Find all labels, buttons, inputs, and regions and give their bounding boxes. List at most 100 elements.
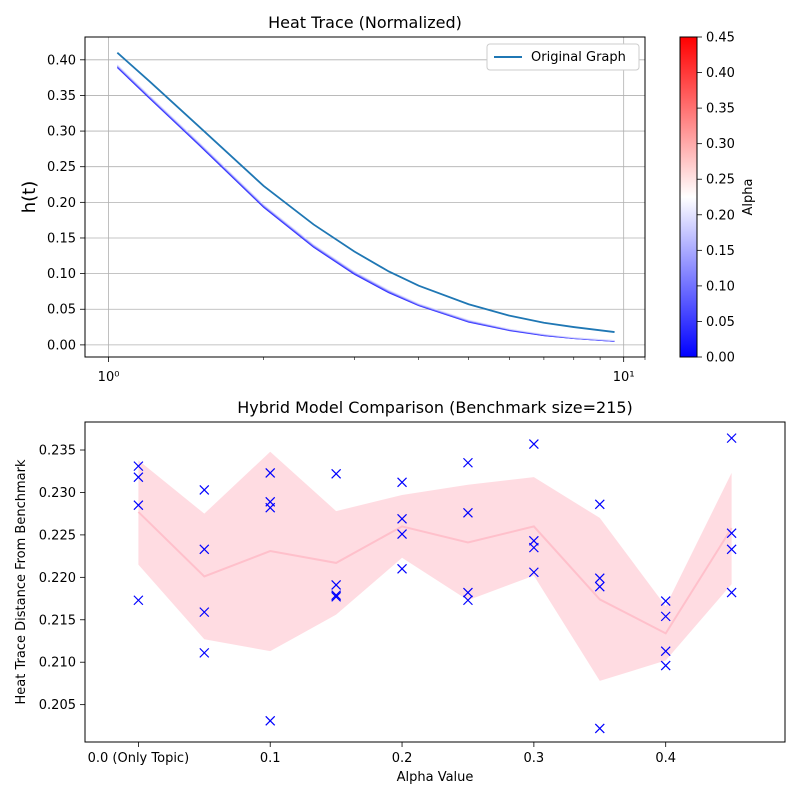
scatter-marker-stroke (726, 433, 737, 444)
y-tick-label: 0.15 (47, 231, 76, 246)
scatter-point (265, 502, 276, 513)
scatter-marker-stroke (397, 563, 407, 574)
scatter-marker-stroke (726, 528, 737, 539)
scatter-marker-stroke (660, 611, 671, 622)
colorbar-label: Alpha (741, 179, 756, 216)
scatter-marker-stroke (199, 544, 210, 555)
hybrid-model-plot-frame (84, 421, 786, 743)
heat-trace-x-ticks: 10⁰ 10¹ (98, 357, 646, 385)
scatter-point (660, 611, 671, 622)
scatter-marker-stroke (331, 468, 342, 479)
scatter-point (594, 499, 605, 510)
hybrid-model-y-ticks: 0.205 0.210 0.215 0.220 0.225 0.230 0.235 (39, 444, 85, 713)
y-tick-label: 0.20 (47, 196, 76, 211)
x-tick-label: 0.4 (655, 751, 676, 766)
y-tick-label: 0.05 (47, 303, 76, 318)
hybrid-model-chart: 0.0 (Only Topic) 0.1 0.2 0.3 0.4 0.2050.2100… (14, 398, 786, 785)
scatter-point (331, 590, 342, 601)
scatter-point (528, 567, 539, 578)
original-graph-line (116, 52, 615, 333)
scatter-marker-stroke (594, 581, 605, 592)
scatter-point (528, 439, 539, 449)
hybrid-model-scatter-points (133, 433, 737, 734)
scatter-point (331, 591, 342, 602)
scatter-point (463, 507, 473, 518)
y-tick-label: 0.205 (39, 698, 76, 713)
scatter-marker-stroke (199, 484, 210, 495)
scatter-point (397, 513, 407, 524)
scatter-marker-stroke (528, 542, 539, 553)
scatter-marker-stroke (463, 595, 473, 606)
scatter-marker-stroke (331, 591, 342, 602)
scatter-marker-stroke (265, 715, 276, 726)
scatter-point (133, 461, 144, 472)
colorbar-tick-label: 0.00 (706, 351, 735, 366)
scatter-point (331, 580, 342, 590)
scatter-marker-stroke (397, 513, 407, 524)
alpha-series-line (116, 66, 615, 342)
scatter-point (199, 484, 210, 495)
scatter-marker-stroke (265, 468, 276, 478)
x-tick-label: 10¹ (613, 370, 635, 385)
scatter-point (397, 477, 407, 488)
heat-trace-grid (85, 37, 645, 357)
scatter-marker-stroke (594, 573, 605, 584)
scatter-point (199, 607, 210, 618)
scatter-marker-stroke (133, 472, 144, 483)
scatter-marker-stroke (726, 587, 737, 598)
scatter-marker-stroke (331, 580, 342, 590)
y-tick-label: 0.235 (39, 444, 76, 459)
scatter-marker-stroke (594, 499, 605, 510)
y-tick-label: 0.30 (47, 125, 76, 140)
alpha-series-line (116, 65, 615, 342)
scatter-marker-stroke (463, 507, 473, 518)
scatter-marker-stroke (463, 457, 473, 468)
scatter-point (594, 581, 605, 592)
heat-trace-legend: Original Graph (486, 43, 640, 71)
legend-frame (486, 43, 640, 71)
y-tick-label: 0.25 (47, 160, 76, 175)
hybrid-model-x-ticks: 0.0 (Only Topic) 0.1 0.2 0.3 0.4 (88, 742, 676, 766)
x-tick-label: 10⁰ (98, 370, 120, 385)
colorbar-tick-label: 0.45 (706, 31, 735, 46)
x-tick-label: 0.0 (Only Topic) (88, 751, 190, 766)
scatter-point (726, 587, 737, 598)
alpha-colorbar: 0.00 0.05 0.10 0.15 0.20 0.25 0.30 0.35 0.40 0.45… (679, 31, 756, 366)
x-tick-label: 0.3 (524, 751, 545, 766)
scatter-marker-stroke (331, 590, 342, 601)
scatter-point (463, 595, 473, 606)
colorbar-tick-label: 0.35 (706, 102, 735, 117)
scatter-point (594, 723, 605, 734)
alpha-series-line (116, 64, 615, 342)
heat-trace-y-axis-label: h(t) (19, 181, 40, 214)
scatter-marker-stroke (199, 647, 210, 658)
heat-trace-chart: 10⁰ 10¹ 0.000.050.100.150.200.250.300.350… (19, 13, 756, 385)
scatter-point (463, 587, 473, 598)
scatter-marker-stroke (528, 567, 539, 578)
colorbar-tick-label: 0.10 (706, 279, 735, 294)
y-tick-label: 0.00 (47, 338, 76, 353)
y-tick-label: 0.40 (47, 53, 76, 68)
heat-trace-y-ticks: 0.00 0.05 0.10 0.15 0.20 0.25 0.30 0.35 0.40 (47, 53, 85, 353)
scatter-point (463, 457, 473, 468)
scatter-marker-stroke (397, 529, 407, 539)
scatter-marker-stroke (199, 607, 210, 618)
confidence-band-area (138, 451, 732, 681)
scatter-point (660, 660, 671, 671)
scatter-point (726, 528, 737, 539)
scatter-marker-stroke (660, 646, 671, 657)
heat-trace-plot-frame (84, 36, 646, 358)
colorbar-gradient (679, 36, 698, 358)
mean-line (137, 511, 733, 635)
y-tick-label: 0.220 (39, 571, 76, 586)
scatter-marker-stroke (660, 596, 671, 607)
scatter-point (528, 542, 539, 553)
scatter-marker-stroke (594, 723, 605, 734)
scatter-marker-stroke (397, 477, 407, 488)
scatter-point (199, 544, 210, 555)
legend-label-original-graph: Original Graph (531, 50, 626, 65)
colorbar-tick-label: 0.20 (706, 208, 735, 223)
scatter-point (397, 529, 407, 539)
scatter-point (726, 544, 737, 555)
